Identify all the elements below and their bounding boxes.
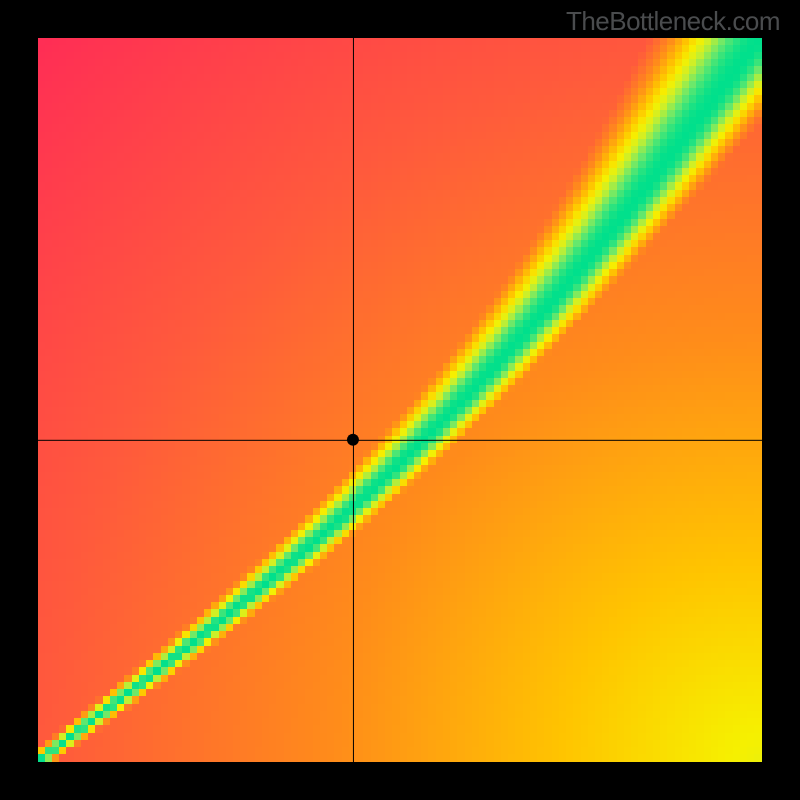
watermark-text: TheBottleneck.com — [566, 6, 780, 37]
heatmap-canvas — [38, 38, 762, 762]
chart-container: TheBottleneck.com — [0, 0, 800, 800]
heatmap-plot — [38, 38, 762, 762]
